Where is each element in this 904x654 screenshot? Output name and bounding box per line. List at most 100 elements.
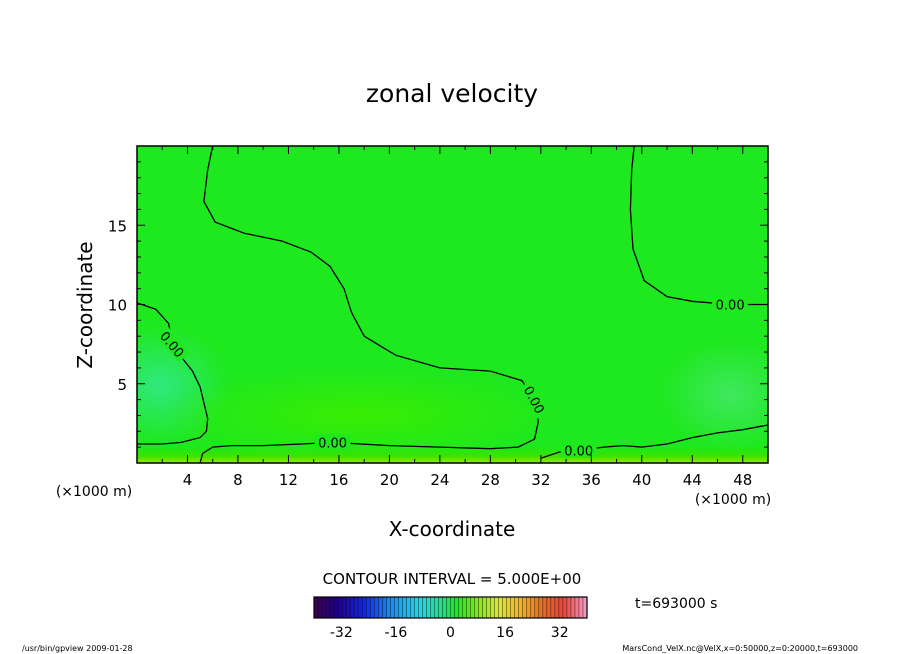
- contour-label-bg: [560, 442, 597, 458]
- y-tick-label: 5: [117, 376, 127, 394]
- x-tick-label: 20: [380, 471, 399, 489]
- x-tick-label: 16: [329, 471, 348, 489]
- colorbar-swatch: [346, 597, 351, 618]
- chart-title: zonal velocity: [366, 79, 538, 108]
- colorbar-swatch: [542, 597, 548, 618]
- colorbar-swatch: [322, 597, 327, 618]
- contour-line-zero: [199, 146, 539, 463]
- y-tick-label: 10: [108, 297, 127, 315]
- contour-label-bg: [314, 434, 351, 450]
- colorbar-swatch: [314, 597, 319, 618]
- colorbar-swatch: [502, 597, 508, 618]
- colorbar-swatch: [386, 597, 391, 618]
- colorbar-swatch: [566, 597, 572, 618]
- colorbar-swatch: [370, 597, 375, 618]
- y-tick-label: 15: [108, 217, 127, 235]
- colorbar-swatch: [390, 597, 395, 618]
- colorbar-swatch: [526, 597, 532, 618]
- colorbar-swatch: [554, 597, 560, 618]
- colorbar-swatch: [478, 597, 484, 618]
- colorbar-swatch: [490, 597, 496, 618]
- colorbar-swatch: [382, 597, 387, 618]
- colorbar-swatch: [418, 597, 423, 618]
- colorbar-swatch: [518, 597, 524, 618]
- colorbar: [313, 596, 588, 619]
- x-tick-label: 8: [233, 471, 243, 489]
- colorbar-swatch: [338, 597, 343, 618]
- field-shade-bottom: [137, 446, 768, 463]
- colorbar-swatch: [466, 597, 471, 618]
- colorbar-swatch: [482, 597, 488, 618]
- colorbar-swatch: [462, 597, 467, 618]
- colorbar-tick-label: -16: [384, 625, 407, 641]
- colorbar-swatch: [514, 597, 520, 618]
- colorbar-swatch: [538, 597, 544, 618]
- colorbar-swatch: [562, 597, 568, 618]
- colorbar-swatch: [334, 597, 339, 618]
- plot-area: 0.000.000.000.000.00: [137, 146, 768, 463]
- colorbar-swatch: [430, 597, 435, 618]
- contour-label: 0.00: [318, 436, 347, 451]
- colorbar-swatch: [530, 597, 536, 618]
- colorbar-frame: [313, 596, 588, 619]
- contour-label-bg: [712, 296, 749, 312]
- colorbar-tick-label: 0: [446, 625, 455, 641]
- x-axis-ticks: 4 8 12 16 20 24 28 32 36 40 44 48: [136, 146, 769, 489]
- colorbar-swatch: [434, 597, 439, 618]
- contour-label-bg: [519, 379, 551, 419]
- colorbar-swatch: [350, 597, 355, 618]
- x-tick-label: 4: [183, 471, 193, 489]
- colorbar-swatch: [470, 597, 475, 618]
- x-tick-label: 12: [279, 471, 298, 489]
- contour-label: 0.00: [716, 299, 745, 314]
- field-shade-center: [160, 370, 560, 460]
- contour-interval-text: CONTOUR INTERVAL = 5.000E+00: [323, 570, 582, 588]
- colorbar-swatch: [494, 597, 500, 618]
- x-tick-label: 28: [481, 471, 500, 489]
- colorbar-ticks: -32 -16 0 16 32: [330, 625, 569, 641]
- colorbar-swatch: [578, 597, 584, 618]
- colorbar-swatch: [506, 597, 512, 618]
- colorbar-swatch: [582, 597, 588, 618]
- colorbar-swatch: [498, 597, 504, 618]
- x-tick-label: 40: [632, 471, 651, 489]
- colorbar-swatch: [326, 597, 331, 618]
- colorbar-swatch: [454, 597, 459, 618]
- colorbar-swatch: [402, 597, 407, 618]
- x-tick-label: 44: [683, 471, 702, 489]
- colorbar-swatch: [446, 597, 451, 618]
- colorbar-swatch: [558, 597, 564, 618]
- field-shade-right: [660, 340, 768, 450]
- colorbar-swatch: [522, 597, 528, 618]
- colorbar-swatch: [394, 597, 399, 618]
- colorbar-swatch: [406, 597, 411, 618]
- colorbar-swatch: [450, 597, 455, 618]
- contour-line-zero: [137, 302, 209, 445]
- colorbar-swatch: [570, 597, 576, 618]
- x-tick-label: 48: [733, 471, 752, 489]
- colorbar-swatch: [442, 597, 447, 618]
- colorbar-swatch: [550, 597, 556, 618]
- x-axis-label: X-coordinate: [389, 517, 516, 541]
- colorbar-swatch: [422, 597, 427, 618]
- footer-right: MarsCond_VelX.nc@VelX,x=0:50000,z=0:2000…: [622, 644, 858, 653]
- colorbar-swatch: [414, 597, 419, 618]
- x-unit-label: (×1000 m): [695, 492, 771, 508]
- x-tick-label: 32: [531, 471, 550, 489]
- colorbar-swatch: [438, 597, 443, 618]
- colorbar-swatch: [342, 597, 347, 618]
- colorbar-tick-label: 32: [551, 625, 569, 641]
- colorbar-swatch: [574, 597, 580, 618]
- contour-label-bg: [155, 325, 191, 363]
- y-unit-label: (×1000 m): [56, 484, 132, 500]
- colorbar-swatch: [474, 597, 480, 618]
- colorbar-swatch: [458, 597, 463, 618]
- x-tick-label: 36: [582, 471, 601, 489]
- colorbar-swatch: [426, 597, 431, 618]
- colorbar-swatch: [398, 597, 403, 618]
- colorbar-tick-label: -32: [330, 625, 353, 641]
- colorbar-swatch: [486, 597, 492, 618]
- colorbar-swatch: [534, 597, 540, 618]
- time-label: t=693000 s: [635, 596, 717, 612]
